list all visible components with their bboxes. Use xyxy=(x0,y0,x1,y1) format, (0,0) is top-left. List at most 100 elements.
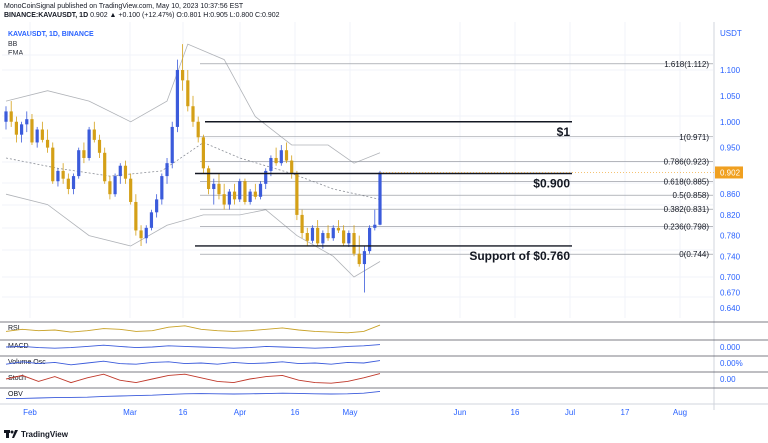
fib-level-label: 0.618(0.885) xyxy=(664,177,710,186)
legend-ema[interactable]: EMA xyxy=(8,50,24,57)
candle-body xyxy=(181,70,185,81)
candle-body xyxy=(149,212,154,228)
candle-body xyxy=(191,106,195,122)
candle-body xyxy=(155,199,159,213)
candle-body xyxy=(82,150,86,158)
fib-level-label: 0.236(0.798) xyxy=(664,222,710,231)
candle-body xyxy=(77,150,81,177)
time-tick-label: Apr xyxy=(234,408,247,417)
candle-body xyxy=(243,181,247,202)
candle-body xyxy=(368,227,372,252)
candle-body xyxy=(248,191,252,202)
candle-body xyxy=(269,157,273,171)
price-tick-label: 1.100 xyxy=(720,66,741,75)
candle-body xyxy=(45,139,50,148)
time-tick-label: Mar xyxy=(123,408,137,417)
candle-body xyxy=(118,165,122,177)
candle-body xyxy=(123,165,128,179)
candle-body xyxy=(227,191,231,205)
candle-body xyxy=(66,178,70,190)
candle-body xyxy=(321,233,325,244)
tradingview-footer: TradingView xyxy=(4,428,68,440)
candle-body xyxy=(232,191,237,200)
candle-body xyxy=(103,152,107,182)
pane-tick-label: 0.000 xyxy=(720,343,741,352)
candle-body xyxy=(56,170,60,182)
candle-body xyxy=(347,233,351,244)
candle-body xyxy=(201,137,205,169)
fib-level-label: 0.382(0.831) xyxy=(664,205,710,214)
candle-body xyxy=(19,124,24,135)
legend-bb[interactable]: BB xyxy=(8,41,18,48)
candle-body xyxy=(30,119,34,143)
price-tick-label: 0.700 xyxy=(720,273,741,282)
candle-body xyxy=(279,150,283,164)
indicator-line xyxy=(5,390,381,400)
indicator-line xyxy=(5,344,381,349)
fib-level-label: 1(0.971) xyxy=(679,133,709,142)
publish-info: MonoCoinSignal published on TradingView.… xyxy=(4,3,244,10)
candle-body xyxy=(113,176,117,195)
indicator-line xyxy=(5,324,381,334)
candle-body xyxy=(238,181,242,200)
price-tick-label: 1.000 xyxy=(720,118,741,127)
candle-body xyxy=(295,173,299,215)
candle-body xyxy=(14,121,18,135)
candle-body xyxy=(61,170,65,179)
price-tick-label: 0.640 xyxy=(720,304,741,313)
candle-body xyxy=(357,253,361,265)
symbol-label: BINANCE:KAVAUSDT, 1D xyxy=(4,12,89,19)
pane-label: Stoch xyxy=(8,375,26,382)
time-tick-label: May xyxy=(342,408,357,417)
candle-body xyxy=(373,224,377,228)
candle-body xyxy=(35,129,39,143)
candle-body xyxy=(165,163,169,177)
candle-body xyxy=(290,160,294,174)
candle-body xyxy=(326,233,330,239)
candle-body xyxy=(378,172,382,225)
candle-body xyxy=(212,183,216,190)
legend-symbol[interactable]: KAVAUSDT, 1D, BINANCE xyxy=(8,31,94,38)
indicator-line xyxy=(5,373,381,384)
candle-body xyxy=(336,227,341,231)
currency-label: USDT xyxy=(720,29,742,38)
indicator-line xyxy=(5,360,381,366)
candle-body xyxy=(264,170,268,184)
candle-body xyxy=(258,183,263,197)
candle-body xyxy=(134,201,138,231)
candle-body xyxy=(206,168,211,190)
candle-body xyxy=(310,227,315,241)
price-tick-label: 0.860 xyxy=(720,190,741,199)
candle-body xyxy=(4,111,8,122)
candle-body xyxy=(97,139,102,153)
candle-body xyxy=(160,176,164,200)
price-tick-label: 0.670 xyxy=(720,289,741,298)
time-tick-label: 16 xyxy=(291,408,300,417)
pane-label: OBV xyxy=(8,391,23,398)
fib-level-label: 1.618(1.112) xyxy=(664,60,709,69)
bb-lower-band xyxy=(5,193,381,278)
candle-body xyxy=(9,111,13,122)
candle-body xyxy=(300,214,304,234)
price-tick-label: 0.820 xyxy=(720,211,741,220)
candle-body xyxy=(253,191,257,197)
fib-level-label: 0.5(0.858) xyxy=(673,191,710,200)
candle-body xyxy=(129,178,133,202)
pane-label: RSI xyxy=(8,325,20,332)
candle-body xyxy=(331,227,335,239)
time-tick-label: Feb xyxy=(23,408,37,417)
candle-body xyxy=(196,121,200,138)
symbol-quote-line: BINANCE:KAVAUSDT, 1D 0.902 ▲ +0.100 (+12… xyxy=(4,12,280,20)
price-tick-label: 0.780 xyxy=(720,232,741,241)
candle-body xyxy=(186,80,190,107)
time-tick-label: 16 xyxy=(511,408,520,417)
candle-body xyxy=(352,233,356,254)
price-tick-label: 1.050 xyxy=(720,92,741,101)
level-annotation: Support of $0.760 xyxy=(469,249,570,263)
tradingview-logo-icon xyxy=(4,430,18,438)
candle-body xyxy=(25,119,29,125)
candle-body xyxy=(87,129,91,158)
candle-body xyxy=(342,230,346,244)
brand-name: TradingView xyxy=(21,429,68,439)
